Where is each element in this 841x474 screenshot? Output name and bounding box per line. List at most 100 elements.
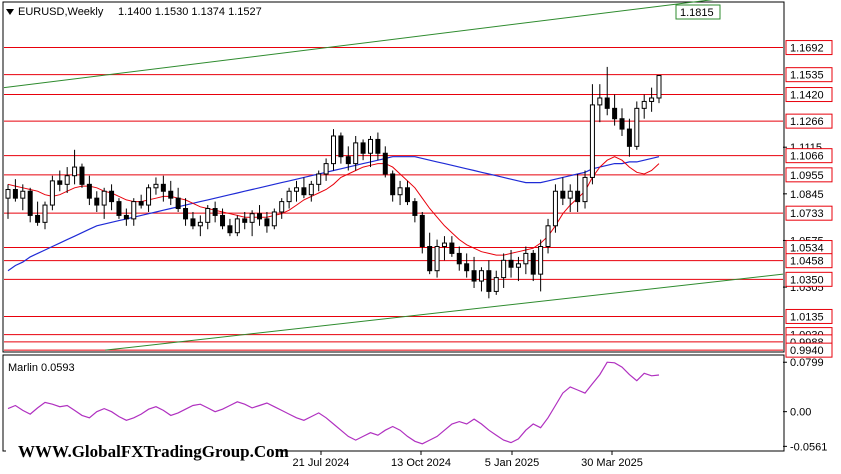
candle-bear (427, 246, 433, 272)
candle-bull (538, 246, 544, 275)
level-label: 1.0350 (790, 274, 824, 286)
level-label: 0.9940 (790, 345, 824, 357)
time-tick-label: 5 Jan 2025 (485, 457, 539, 469)
candle-bull (316, 173, 322, 185)
level-label-box (785, 167, 833, 183)
candle-bear (338, 135, 344, 158)
level-labels: 1.1692 1.1535 1.1420 1.1266 1.1066 1.0955 1.07… (675, 4, 833, 358)
oscillator-tick-label: 0.00 (790, 407, 811, 419)
level-label-box (785, 67, 833, 83)
candle-bear (382, 152, 388, 175)
level-label: 1.1066 (790, 151, 824, 163)
candle-bear (456, 252, 462, 265)
candle-bear (227, 225, 233, 234)
candle-bull (279, 201, 285, 213)
trend-lines (3, 0, 784, 351)
oscillator-tick-label: 0.0799 (790, 357, 824, 369)
watermark-text: WWW.GlobalFXTradingGroup.Com (18, 442, 289, 461)
candle-bull (589, 104, 595, 178)
level-label: 1.0135 (790, 311, 824, 323)
candle-bull (146, 187, 152, 206)
oscillator-axis: 0.0799 0.00 -0.0561 (783, 357, 827, 453)
candle-bull (271, 211, 277, 227)
candle-bear (390, 173, 396, 196)
candle-bull (101, 190, 107, 206)
candle-bear (109, 190, 115, 203)
candle-bull (478, 270, 484, 282)
candle-bear (575, 190, 581, 203)
candle-bull (331, 135, 336, 165)
candle-bear (57, 180, 63, 185)
level-label-box (785, 40, 833, 56)
candle-bear (449, 242, 455, 254)
level-label: 1.1535 (790, 70, 824, 82)
candle-bear (604, 97, 610, 109)
level-label: 1.1692 (790, 43, 824, 55)
candle-bear (183, 208, 189, 220)
candle-bear (471, 270, 477, 282)
level-label: 1.1266 (790, 116, 824, 128)
candle-bull (434, 246, 440, 272)
oscillator-tick-label: -0.0561 (790, 441, 827, 453)
candle-bull (441, 242, 447, 248)
candle-bear (419, 214, 425, 248)
candle-bear (301, 187, 307, 196)
candle-bull (353, 142, 359, 165)
candle-bear (116, 201, 122, 216)
level-label: 1.0955 (790, 170, 824, 182)
level-label-box (785, 113, 833, 129)
candle-bear (35, 214, 41, 223)
level-label-box (785, 308, 833, 324)
candle-bull (286, 190, 292, 203)
oscillator (7, 361, 660, 445)
candle-bull (501, 259, 507, 279)
candle-bear (175, 197, 181, 210)
dropdown-triangle-icon[interactable] (6, 9, 14, 15)
oscillator-line (7, 361, 660, 445)
candle-bull (42, 204, 48, 223)
candle-bear (257, 213, 263, 220)
price-tick-label: 1.0845 (790, 189, 824, 201)
candle-bear (486, 270, 492, 292)
candle-bear (138, 201, 144, 206)
level-label-box (785, 87, 833, 103)
ohlc-label: 1.1400 1.1530 1.1374 1.1527 (118, 6, 262, 18)
candle-bull (131, 201, 137, 220)
candle-bull (49, 180, 55, 206)
trend-line (105, 273, 784, 351)
candle-bear (412, 201, 418, 216)
candle-bull (656, 75, 662, 99)
level-label-box (785, 271, 833, 287)
candle-bull (308, 183, 314, 196)
candle-bear (345, 156, 351, 165)
level-label: 1.0534 (790, 243, 824, 255)
candle-bear (94, 197, 100, 206)
candle-bear (264, 218, 270, 227)
candle-bear (123, 214, 129, 220)
candle-bear (530, 252, 536, 275)
candle-bear (612, 107, 618, 120)
candle-bull (582, 176, 588, 203)
level-label-box (785, 253, 833, 269)
candle-bull (234, 218, 240, 234)
symbol-label: EURUSD,Weekly (18, 6, 104, 18)
level-label: 1.1420 (790, 90, 824, 102)
current-price-box (675, 4, 721, 20)
candle-bear (212, 208, 218, 216)
candle-bear (79, 166, 85, 185)
horizontal-levels (4, 47, 783, 351)
time-tick-label: 13 Oct 2024 (391, 457, 451, 469)
candle-bear (86, 183, 92, 199)
candle-bear (12, 189, 18, 199)
candle-bear (619, 118, 625, 130)
candle-bear (190, 218, 196, 227)
candle-bull (597, 97, 603, 106)
candle-bull (515, 263, 521, 268)
candle-bull (72, 166, 78, 177)
candle-bear (464, 263, 470, 272)
candle-bear (242, 218, 248, 223)
candle-bull (249, 213, 255, 223)
trend-line (3, 0, 714, 89)
